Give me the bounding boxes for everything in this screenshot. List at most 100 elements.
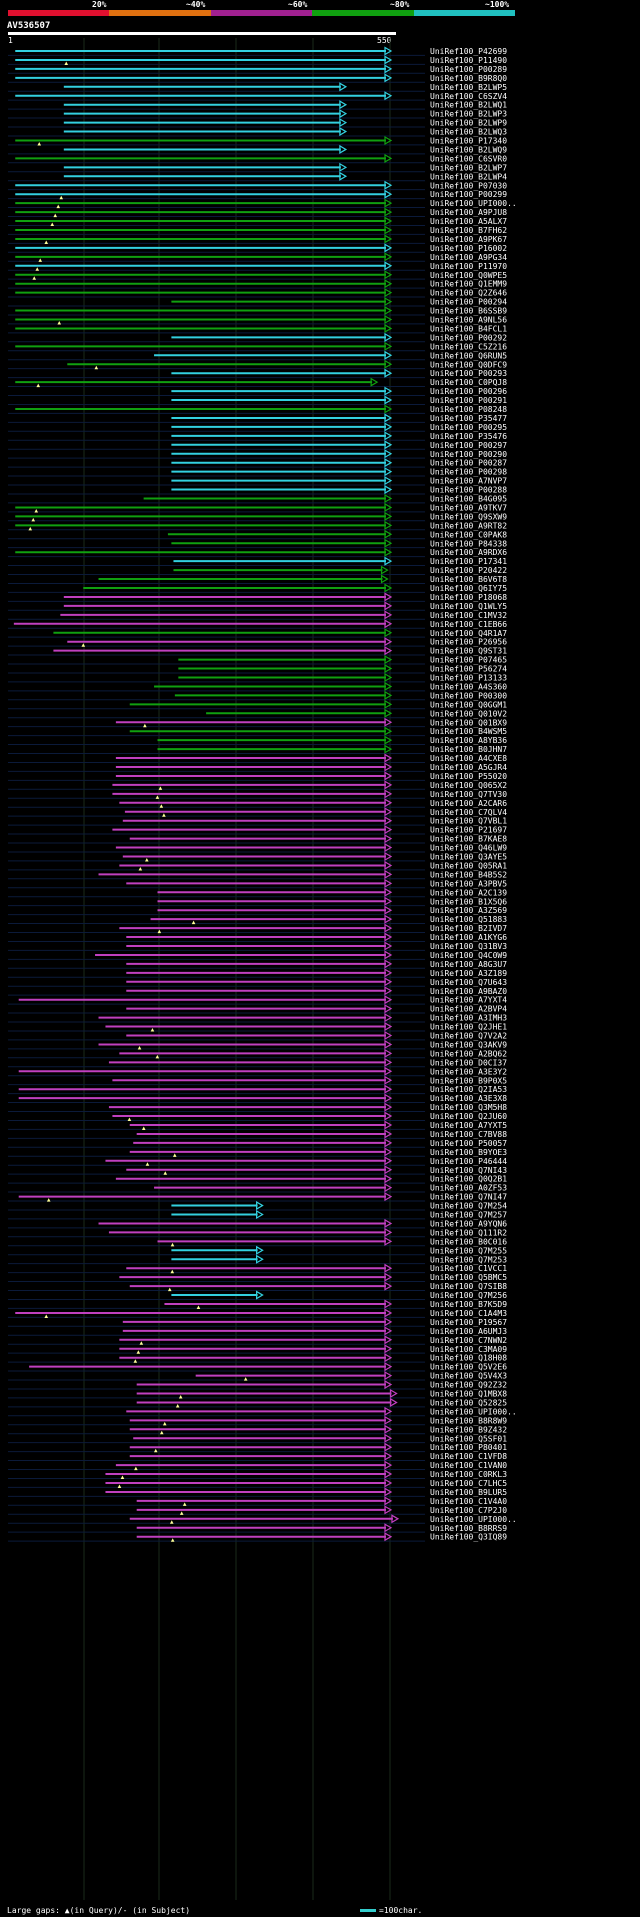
- hit-row[interactable]: UniRef100_Q9ST31: [53, 646, 507, 656]
- hit-row[interactable]: UniRef100_C7QLV4: [124, 807, 507, 817]
- hit-row[interactable]: UniRef100_B7KAE8: [129, 834, 507, 844]
- hit-row[interactable]: UniRef100_Q065X2: [112, 780, 507, 790]
- hit-row[interactable]: UniRef100_P00294: [171, 297, 507, 307]
- hit-id-label[interactable]: UniRef100_B0JHN7: [430, 745, 507, 754]
- hit-row[interactable]: UniRef100_B2LWP9: [63, 118, 507, 128]
- hit-id-label[interactable]: UniRef100_B9LUR5: [430, 1488, 507, 1497]
- hit-row[interactable]: UniRef100_A0ZF53: [154, 1183, 507, 1193]
- hit-id-label[interactable]: UniRef100_C7QLV4: [430, 808, 507, 817]
- hit-id-label[interactable]: UniRef100_Q7M256: [430, 1291, 507, 1300]
- hit-id-label[interactable]: UniRef100_P00291: [430, 396, 507, 405]
- hit-id-label[interactable]: UniRef100_Q9SXW9: [430, 512, 507, 521]
- hit-row[interactable]: UniRef100_B2LWQ1: [63, 100, 507, 110]
- hit-row[interactable]: UniRef100_P18068: [63, 592, 507, 602]
- hit-id-label[interactable]: UniRef100_Q7SIB8: [430, 1282, 507, 1291]
- hit-id-label[interactable]: UniRef100_B6SSB9: [430, 307, 507, 316]
- hit-id-label[interactable]: UniRef100_C7NWN2: [430, 1336, 507, 1345]
- hit-id-label[interactable]: UniRef100_A8YB36: [430, 736, 507, 745]
- hit-id-label[interactable]: UniRef100_Q0WPE5: [430, 271, 507, 280]
- hit-id-label[interactable]: UniRef100_Q3AKV9: [430, 1040, 507, 1049]
- hit-id-label[interactable]: UniRef100_C1VFD8: [430, 1452, 507, 1461]
- hit-id-label[interactable]: UniRef100_P07465: [430, 656, 507, 665]
- hit-row[interactable]: UniRef100_P13133: [178, 672, 507, 683]
- hit-id-label[interactable]: UniRef100_A5ALX7: [430, 217, 507, 226]
- hit-id-label[interactable]: UniRef100_C7BV88: [430, 1130, 507, 1139]
- hit-row[interactable]: UniRef100_Q0WPE5: [15, 270, 507, 280]
- hit-id-label[interactable]: UniRef100_B2LWP9: [430, 119, 507, 128]
- hit-row[interactable]: UniRef100_B9P0X5: [112, 1075, 507, 1085]
- hit-id-label[interactable]: UniRef100_A2BVP4: [430, 1005, 507, 1014]
- hit-id-label[interactable]: UniRef100_Q01BX9: [430, 718, 507, 727]
- hit-id-label[interactable]: UniRef100_A9PJU8: [430, 208, 507, 217]
- hit-row[interactable]: UniRef100_C1VAN0: [115, 1460, 507, 1471]
- hit-id-label[interactable]: UniRef100_B2IVD7: [430, 924, 507, 933]
- hit-id-label[interactable]: UniRef100_A5GJR4: [430, 763, 507, 772]
- hit-row[interactable]: UniRef100_Q46LW9: [115, 843, 507, 853]
- hit-row[interactable]: UniRef100_A9PG34: [15, 252, 507, 262]
- hit-row[interactable]: UniRef100_Q7NI43: [126, 1165, 507, 1175]
- hit-id-label[interactable]: UniRef100_P42699: [430, 47, 507, 56]
- hit-id-label[interactable]: UniRef100_B8R8W9: [430, 1416, 507, 1425]
- hit-id-label[interactable]: UniRef100_P26956: [430, 638, 507, 647]
- hit-row[interactable]: UniRef100_A2CAR6: [119, 798, 507, 808]
- hit-id-label[interactable]: UniRef100_Q7M254: [430, 1202, 507, 1211]
- hit-id-label[interactable]: UniRef100_Q2IA53: [430, 1085, 507, 1094]
- hit-row[interactable]: UniRef100_C6SZV4: [15, 91, 507, 101]
- hit-id-label[interactable]: UniRef100_P20422: [430, 566, 507, 575]
- hit-row[interactable]: UniRef100_Q2Z646: [15, 288, 507, 298]
- hit-id-label[interactable]: UniRef100_Q7TV30: [430, 790, 507, 799]
- hit-row[interactable]: UniRef100_B2LWP5: [63, 82, 507, 92]
- hit-row[interactable]: UniRef100_C6SVR0: [15, 153, 507, 163]
- hit-id-label[interactable]: UniRef100_P84338: [430, 539, 507, 548]
- hit-id-label[interactable]: UniRef100_Q18H08: [430, 1354, 507, 1363]
- hit-id-label[interactable]: UniRef100_A2C139: [430, 888, 507, 897]
- hit-row[interactable]: UniRef100_A6UMJ3: [122, 1326, 507, 1336]
- hit-id-label[interactable]: UniRef100_A3E3Y2: [430, 1067, 507, 1076]
- hit-row[interactable]: UniRef100_A7YXT4: [18, 995, 508, 1005]
- hit-row[interactable]: UniRef100_Q7V2A2: [126, 1030, 507, 1041]
- hit-row[interactable]: UniRef100_B2IVD7: [119, 923, 507, 934]
- hit-row[interactable]: UniRef100_A2BVP4: [126, 1004, 507, 1014]
- hit-row[interactable]: UniRef100_Q52825: [136, 1397, 508, 1408]
- hit-row[interactable]: UniRef100_C7BV88: [136, 1129, 508, 1139]
- hit-id-label[interactable]: UniRef100_P80401: [430, 1443, 507, 1452]
- hit-row[interactable]: UniRef100_P35476: [171, 431, 507, 441]
- hit-row[interactable]: UniRef100_P20422: [173, 565, 507, 575]
- hit-id-label[interactable]: UniRef100_B2LWQ3: [430, 128, 507, 137]
- hit-row[interactable]: UniRef100_Q1EMM9: [15, 279, 507, 289]
- hit-row[interactable]: UniRef100_B2LWP4: [63, 171, 507, 181]
- hit-row[interactable]: UniRef100_Q1MBX8: [136, 1388, 508, 1399]
- hit-id-label[interactable]: UniRef100_Q0DFC9: [430, 360, 507, 369]
- hit-row[interactable]: UniRef100_P50057: [133, 1138, 507, 1148]
- hit-row[interactable]: UniRef100_A7NVP7: [171, 476, 507, 486]
- hit-row[interactable]: UniRef100_C1A4M3: [15, 1308, 507, 1318]
- hit-row[interactable]: UniRef100_Q9SXW9: [15, 511, 507, 522]
- hit-id-label[interactable]: UniRef100_P00299: [430, 190, 507, 199]
- hit-row[interactable]: UniRef100_Q1WLY5: [63, 601, 507, 611]
- hit-row[interactable]: UniRef100_P00288: [171, 485, 507, 495]
- hit-row[interactable]: UniRef100_A3E3Y2: [18, 1066, 508, 1076]
- hit-row[interactable]: UniRef100_Q51883: [150, 914, 508, 925]
- hit-id-label[interactable]: UniRef100_A4CXE8: [430, 754, 507, 763]
- hit-row[interactable]: UniRef100_UPI000..: [15, 198, 517, 209]
- hit-row[interactable]: UniRef100_A1KYG6: [126, 932, 507, 942]
- hit-row[interactable]: UniRef100_B6V6T8: [98, 574, 508, 584]
- hit-row[interactable]: UniRef100_C7NWN2: [119, 1335, 507, 1345]
- hit-row[interactable]: UniRef100_Q7NI47: [18, 1192, 508, 1202]
- hit-row[interactable]: UniRef100_P00287: [171, 458, 507, 468]
- hit-id-label[interactable]: UniRef100_B2LWP5: [430, 83, 507, 92]
- hit-id-label[interactable]: UniRef100_Q5BMC5: [430, 1273, 507, 1282]
- hit-row[interactable]: UniRef100_A9PK67: [15, 234, 507, 244]
- hit-row[interactable]: UniRef100_A5GJR4: [115, 762, 507, 772]
- hit-row[interactable]: UniRef100_UPI000..: [129, 1514, 517, 1524]
- hit-row[interactable]: UniRef100_Q5SF01: [133, 1433, 507, 1443]
- hit-row[interactable]: UniRef100_A3Z189: [126, 968, 507, 978]
- hit-id-label[interactable]: UniRef100_Q4C0W9: [430, 951, 507, 960]
- hit-row[interactable]: UniRef100_B2LWP3: [63, 109, 507, 119]
- hit-id-label[interactable]: UniRef100_A7NVP7: [430, 477, 507, 486]
- hit-row[interactable]: UniRef100_C1VFD8: [129, 1451, 507, 1461]
- hit-id-label[interactable]: UniRef100_B7K5D9: [430, 1300, 507, 1309]
- hit-id-label[interactable]: UniRef100_Q111R2: [430, 1228, 507, 1237]
- hit-id-label[interactable]: UniRef100_Q4R1A7: [430, 629, 507, 638]
- hit-id-label[interactable]: UniRef100_C1VCC1: [430, 1264, 507, 1273]
